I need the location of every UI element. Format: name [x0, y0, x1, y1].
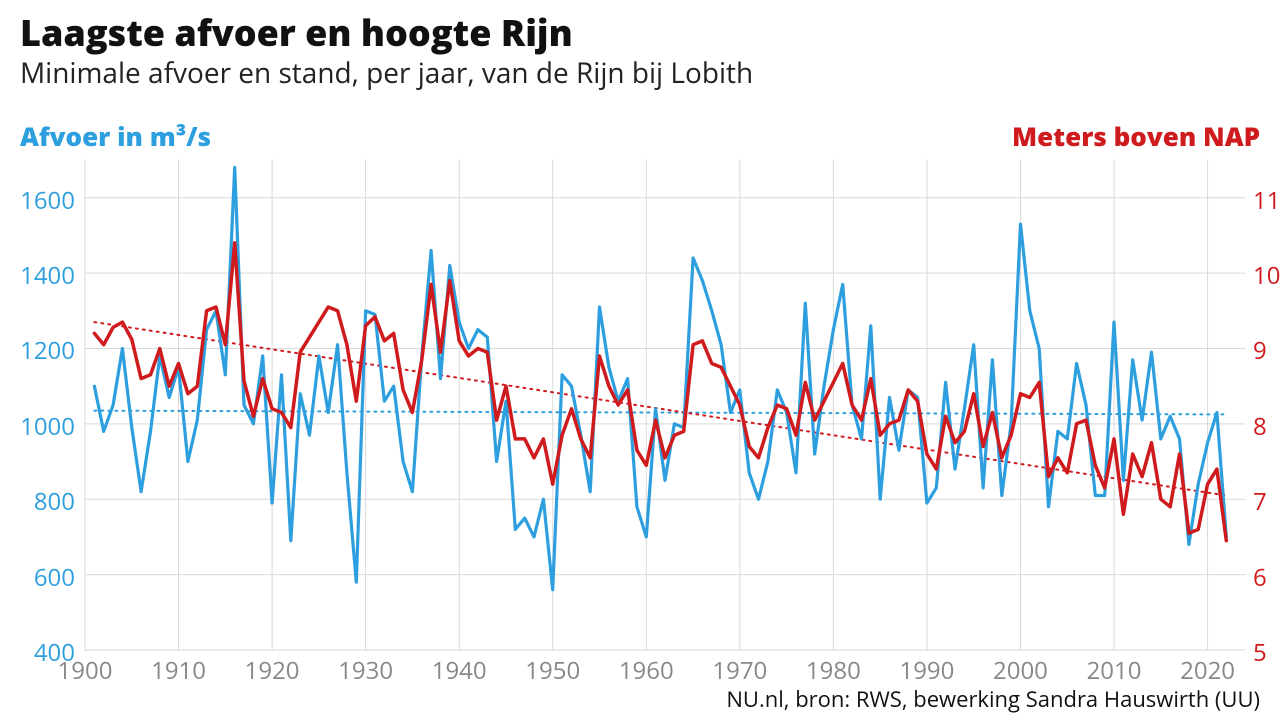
- xtick-1980: 1980: [798, 654, 868, 687]
- ytick-left-1400: 1400: [15, 259, 75, 292]
- ytick-left-600: 600: [15, 561, 75, 594]
- xtick-2000: 2000: [985, 654, 1055, 687]
- credit-line: NU.nl, bron: RWS, bewerking Sandra Hausw…: [726, 684, 1260, 714]
- ytick-right-11: 11: [1253, 184, 1280, 217]
- xtick-1900: 1900: [50, 654, 120, 687]
- ytick-left-1200: 1200: [15, 334, 75, 367]
- ytick-right-7: 7: [1253, 485, 1280, 518]
- ytick-right-10: 10: [1253, 259, 1280, 292]
- ytick-left-800: 800: [15, 485, 75, 518]
- xtick-1950: 1950: [518, 654, 588, 687]
- ytick-right-9: 9: [1253, 334, 1280, 367]
- xtick-1990: 1990: [892, 654, 962, 687]
- xtick-2010: 2010: [1079, 654, 1149, 687]
- xtick-2020: 2020: [1173, 654, 1243, 687]
- xtick-1930: 1930: [331, 654, 401, 687]
- xtick-1960: 1960: [611, 654, 681, 687]
- chart-container: Laagste afvoer en hoogte Rijn Minimale a…: [0, 0, 1280, 720]
- xtick-1940: 1940: [424, 654, 494, 687]
- ytick-left-1000: 1000: [15, 410, 75, 443]
- ytick-right-5: 5: [1253, 636, 1280, 669]
- xtick-1920: 1920: [237, 654, 307, 687]
- ytick-right-8: 8: [1253, 410, 1280, 443]
- plot-svg: [0, 0, 1280, 720]
- xtick-1910: 1910: [144, 654, 214, 687]
- ytick-left-1600: 1600: [15, 184, 75, 217]
- xtick-1970: 1970: [705, 654, 775, 687]
- ytick-right-6: 6: [1253, 561, 1280, 594]
